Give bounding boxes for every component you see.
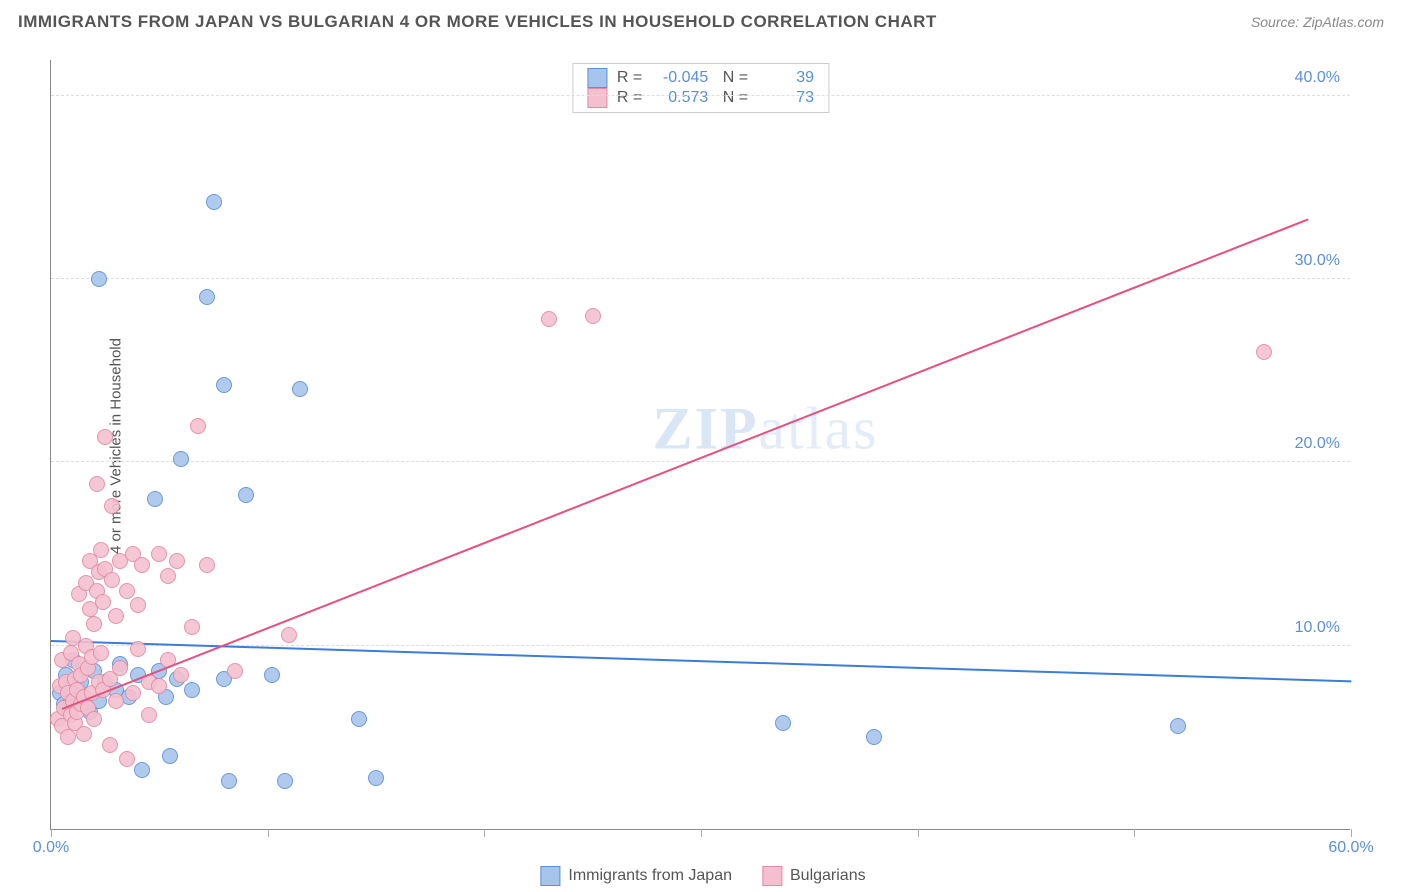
data-point xyxy=(97,429,113,445)
data-point xyxy=(104,498,120,514)
y-tick-label: 20.0% xyxy=(1295,435,1340,453)
data-point xyxy=(238,487,254,503)
data-point xyxy=(141,707,157,723)
data-point xyxy=(108,693,124,709)
legend-item: Immigrants from Japan xyxy=(540,866,732,886)
gridline xyxy=(51,95,1350,96)
data-point xyxy=(173,451,189,467)
legend-label: Bulgarians xyxy=(790,867,866,885)
stat-label: N = xyxy=(718,69,748,87)
y-tick-label: 30.0% xyxy=(1295,252,1340,270)
regression-line xyxy=(61,218,1308,709)
data-point xyxy=(292,381,308,397)
data-point xyxy=(104,572,120,588)
data-point xyxy=(151,678,167,694)
data-point xyxy=(134,557,150,573)
data-point xyxy=(160,568,176,584)
legend-swatch xyxy=(762,866,782,886)
data-point xyxy=(351,711,367,727)
data-point xyxy=(281,627,297,643)
data-point xyxy=(95,594,111,610)
data-point xyxy=(93,645,109,661)
legend-label: Immigrants from Japan xyxy=(568,867,732,885)
data-point xyxy=(585,308,601,324)
r-value: 0.573 xyxy=(652,89,708,107)
chart-title: IMMIGRANTS FROM JAPAN VS BULGARIAN 4 OR … xyxy=(18,12,937,32)
x-tick-label: 60.0% xyxy=(1328,839,1373,857)
data-point xyxy=(1256,344,1272,360)
stats-row: R = -0.045 N = 39 xyxy=(587,68,814,88)
plot-area: ZIPatlas R = -0.045 N = 39 R = 0.573 N =… xyxy=(50,60,1350,830)
data-point xyxy=(134,762,150,778)
watermark: ZIPatlas xyxy=(652,395,878,464)
regression-line xyxy=(51,640,1351,682)
legend-item: Bulgarians xyxy=(762,866,866,886)
source-label: Source: ZipAtlas.com xyxy=(1251,14,1384,30)
data-point xyxy=(119,583,135,599)
n-value: 39 xyxy=(758,69,814,87)
data-point xyxy=(199,289,215,305)
stat-label: R = xyxy=(617,89,642,107)
correlation-chart: IMMIGRANTS FROM JAPAN VS BULGARIAN 4 OR … xyxy=(0,0,1406,892)
data-point xyxy=(216,377,232,393)
data-point xyxy=(93,542,109,558)
data-point xyxy=(162,748,178,764)
data-point xyxy=(91,271,107,287)
data-point xyxy=(86,711,102,727)
data-point xyxy=(227,663,243,679)
r-value: -0.045 xyxy=(652,69,708,87)
n-value: 73 xyxy=(758,89,814,107)
stat-label: N = xyxy=(718,89,748,107)
data-point xyxy=(112,660,128,676)
data-point xyxy=(147,491,163,507)
stats-row: R = 0.573 N = 73 xyxy=(587,88,814,108)
data-point xyxy=(541,311,557,327)
data-point xyxy=(190,418,206,434)
data-point xyxy=(206,194,222,210)
bottom-legend: Immigrants from Japan Bulgarians xyxy=(540,866,865,886)
data-point xyxy=(119,751,135,767)
x-tick xyxy=(484,829,485,837)
data-point xyxy=(775,715,791,731)
data-point xyxy=(173,667,189,683)
data-point xyxy=(60,729,76,745)
gridline xyxy=(51,461,1350,462)
data-point xyxy=(264,667,280,683)
x-tick xyxy=(918,829,919,837)
data-point xyxy=(125,685,141,701)
x-tick-label: 0.0% xyxy=(33,839,69,857)
stat-label: R = xyxy=(617,69,642,87)
data-point xyxy=(866,729,882,745)
data-point xyxy=(199,557,215,573)
y-tick-label: 10.0% xyxy=(1295,619,1340,637)
x-tick xyxy=(51,829,52,837)
data-point xyxy=(184,682,200,698)
data-point xyxy=(1170,718,1186,734)
data-point xyxy=(221,773,237,789)
x-tick xyxy=(1351,829,1352,837)
series-swatch xyxy=(587,88,607,108)
data-point xyxy=(368,770,384,786)
stats-legend: R = -0.045 N = 39 R = 0.573 N = 73 xyxy=(572,63,829,113)
legend-swatch xyxy=(540,866,560,886)
data-point xyxy=(76,726,92,742)
data-point xyxy=(102,737,118,753)
data-point xyxy=(151,546,167,562)
x-tick xyxy=(701,829,702,837)
y-tick-label: 40.0% xyxy=(1295,69,1340,87)
data-point xyxy=(130,641,146,657)
data-point xyxy=(108,608,124,624)
data-point xyxy=(86,616,102,632)
x-tick xyxy=(268,829,269,837)
data-point xyxy=(89,476,105,492)
x-tick xyxy=(1134,829,1135,837)
data-point xyxy=(130,597,146,613)
data-point xyxy=(169,553,185,569)
data-point xyxy=(184,619,200,635)
series-swatch xyxy=(587,68,607,88)
data-point xyxy=(277,773,293,789)
